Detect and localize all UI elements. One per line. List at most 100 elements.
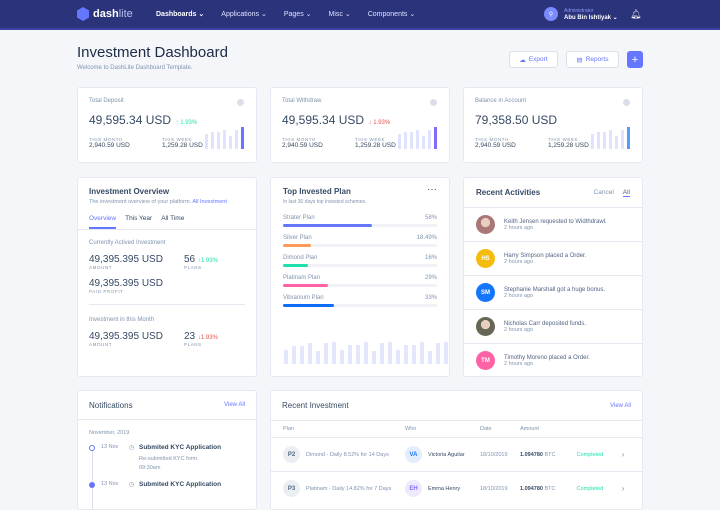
bar [436,343,440,364]
logo[interactable]: dash lite [77,7,133,21]
bar [615,136,618,149]
all-tab[interactable]: All [622,188,630,197]
export-button[interactable]: ☁ Export [509,51,558,68]
more-options-icon[interactable]: ··· [427,184,437,195]
plan-progress: Silver Plan 18.49% [283,235,437,247]
bar [380,343,384,364]
bar [388,342,392,364]
activity-item[interactable]: SM Stephanie Marshall got a huge bonus. 2 … [464,275,642,309]
reports-button[interactable]: ▤ Reports [566,51,619,68]
table-row[interactable]: P2 Dimond - Daily 8.52% for 14 Days VA Vic… [271,437,642,472]
bar [235,130,238,149]
bar [205,134,208,149]
recent-investment-card: Recent Investment View All Plan Who Date… [270,390,643,510]
table-row[interactable]: P3 Platinam - Daily 14.82% for 7 Days EH E… [271,471,642,506]
bar [627,127,630,149]
tab-overview[interactable]: Overview [89,215,117,229]
plan-badge: P3 [283,480,300,498]
info-icon[interactable] [430,99,437,106]
bar [332,342,336,364]
bar [241,127,244,149]
avatar: TM [476,351,495,370]
bar [444,342,448,364]
stat-card: Total Withdraw 49,595.34 USD ↓ 1.93% THI… [270,87,450,163]
bar [422,136,425,149]
bar [372,351,376,364]
bar [223,130,226,149]
activity-item[interactable]: TM Timothy Moreno placed a Order. 2 hours … [464,343,642,376]
nav-misc[interactable]: Misc ⌄ [328,11,351,18]
top-invested-plan-card: Top Invested Plan In last 30 days top in… [270,177,450,377]
plan-progress: Dimond Plan 16% [283,255,437,267]
nav-dashboards[interactable]: Dashboards ⌄ [156,11,205,18]
add-button[interactable]: + [627,51,643,68]
bar [356,345,360,364]
nav-components[interactable]: Components ⌄ [367,11,416,18]
nav-applications[interactable]: Applications ⌄ [221,11,267,18]
recent-activities-card: Recent Activities Cancel All Keith Jense… [463,177,643,377]
avatar: SM [476,283,495,302]
tab-all-time[interactable]: All Time [161,215,185,222]
avatar [476,317,495,336]
clock-icon: ◷ [129,445,135,451]
investments-view-all-link[interactable]: View All [610,402,631,409]
progress-fill [283,244,312,247]
bar [609,130,612,149]
user-icon: ⚲ [544,7,558,21]
bar [316,351,320,364]
timeline-dot-icon [89,482,95,488]
mini-bar-chart [205,127,244,149]
bar [324,343,328,364]
cloud-download-icon: ☁ [519,56,526,64]
investments-table: Plan Who Date Amount P2 Dimond - Daily 8.… [271,420,642,506]
plan-progress: Platinam Plan 29% [283,275,437,287]
progress-fill [283,224,373,227]
bar [428,130,431,149]
notifications-card: Notifications View All November, 2019 13… [77,390,257,510]
activity-item[interactable]: HS Harry Simpson placed a Order. 2 hours a… [464,241,642,275]
user-menu[interactable]: ⚲ Administrator Abu Bin Ishtiyak ⌄ [544,7,618,21]
stat-card: Balance in Account 79,358.50 USD THIS MO… [463,87,643,163]
bar [416,130,419,149]
clock-icon: ◷ [129,482,135,488]
activity-item[interactable]: Nicholas Carr deposited funds. 2 hours ag… [464,309,642,343]
stat-card: Total Deposit 49,595.34 USD ↑ 1.93% THIS… [77,87,257,163]
plan-badge: P2 [283,446,300,463]
progress-fill [283,304,334,307]
all-investment-link[interactable]: All Investment [192,199,227,205]
cancel-tab[interactable]: Cancel [593,189,614,196]
avatar: HS [476,249,495,268]
page-subtitle: Welcome to DashLite Dashboard Template. [77,65,193,71]
mini-bar-chart [591,127,630,149]
bar [308,343,312,364]
bar [603,132,606,149]
avatar: EH [405,480,422,498]
bell-icon[interactable]: 🔔︎ [630,9,642,19]
progress-fill [283,284,328,287]
chevron-right-icon: › [617,437,642,472]
mini-bar-chart [398,127,437,149]
top-navbar: dash lite Dashboards ⌄ Applications ⌄ Pag… [0,0,720,30]
bar [348,345,352,364]
bar [420,342,424,364]
logo-icon [77,7,89,21]
progress-fill [283,264,308,267]
bar [284,350,288,364]
avatar: VA [405,446,422,463]
report-icon: ▤ [576,56,583,64]
bar [398,134,401,149]
bar [597,132,600,149]
info-icon[interactable] [623,99,630,106]
activity-item[interactable]: Keith Jensen requested to Widthdrawl. 2 h… [464,207,642,241]
bar [292,346,296,364]
bar [364,342,368,364]
plan-progress: Strater Plan 58% [283,215,437,227]
chevron-right-icon: › [617,471,642,506]
bar [410,132,413,149]
nav-pages[interactable]: Pages ⌄ [283,11,312,18]
info-icon[interactable] [237,99,244,106]
notifications-view-all-link[interactable]: View All [224,402,245,408]
notification-item[interactable]: 13 Nov ◷ Submited KYC Application Re-sub… [89,444,245,471]
notification-item[interactable]: 13 Nov ◷ Submited KYC Application [89,481,245,488]
tab-this-year[interactable]: This Year [125,215,153,222]
